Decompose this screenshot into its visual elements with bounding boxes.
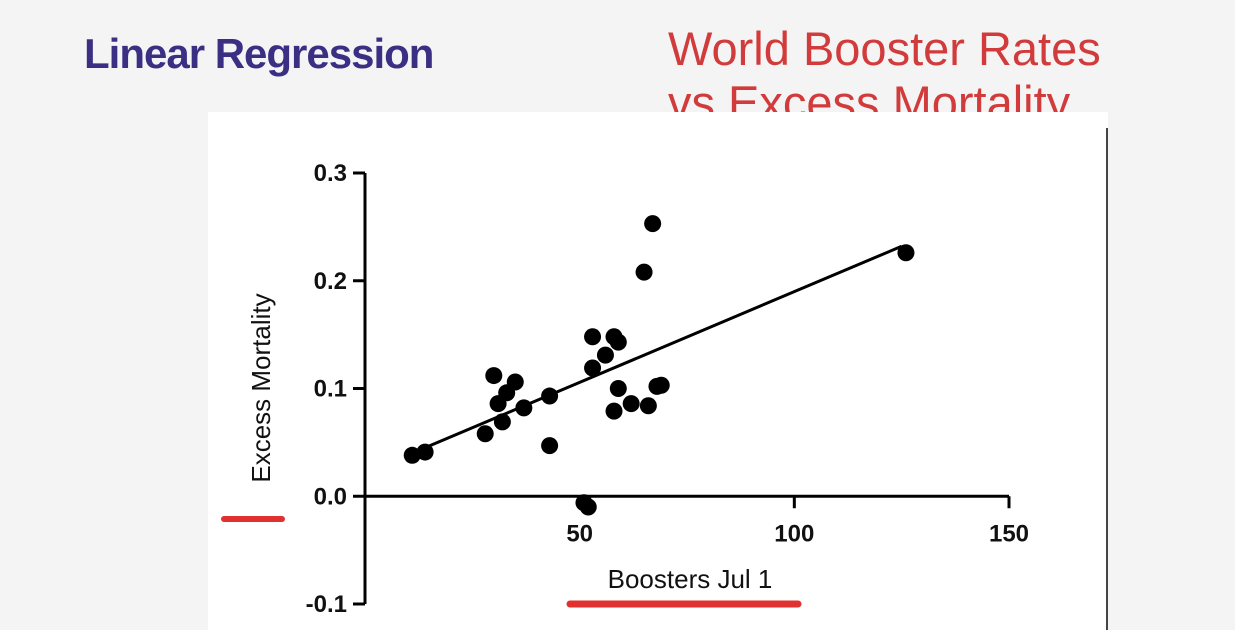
data-point (605, 402, 623, 420)
data-point (609, 333, 627, 351)
data-point (579, 498, 597, 516)
y-tick-label: 0.1 (314, 376, 347, 403)
data-point (506, 373, 524, 391)
divider-line (1106, 128, 1108, 630)
y-tick-label: 0.2 (314, 268, 347, 295)
data-point (622, 395, 640, 413)
data-point (644, 215, 662, 233)
x-axis-label: Boosters Jul 1 (608, 564, 773, 594)
data-point (541, 387, 559, 405)
data-marks (403, 215, 915, 516)
x-tick-label: 100 (774, 520, 814, 547)
data-point (639, 397, 657, 415)
y-tick-label: 0.0 (314, 483, 347, 510)
data-point (596, 346, 614, 364)
data-point (541, 437, 559, 455)
data-point (584, 328, 602, 346)
x-tick-label: 50 (566, 520, 593, 547)
data-point (476, 425, 494, 443)
data-point (416, 443, 434, 461)
y-axis-label: Excess Mortality (246, 293, 276, 482)
highlight-underlines (221, 516, 802, 608)
y-tick-label: -0.1 (306, 591, 347, 618)
data-point (652, 376, 670, 394)
x-tick-label: 150 (989, 520, 1029, 547)
data-point (584, 359, 602, 377)
regression-line (411, 244, 903, 455)
data-point (403, 446, 421, 464)
data-point (493, 413, 511, 431)
slide-title: Linear Regression (84, 30, 434, 77)
data-point (485, 367, 503, 385)
data-point (609, 380, 627, 397)
y-tick-label: 0.3 (314, 160, 347, 187)
axes: -0.1 0.0 0.1 0.2 0.3 50 100 150 (306, 160, 1029, 618)
data-point (515, 399, 533, 417)
data-point (635, 263, 653, 281)
data-point (897, 244, 915, 262)
subtitle-line-1: World Booster Rates (668, 22, 1101, 75)
plot-panel (208, 112, 1108, 630)
